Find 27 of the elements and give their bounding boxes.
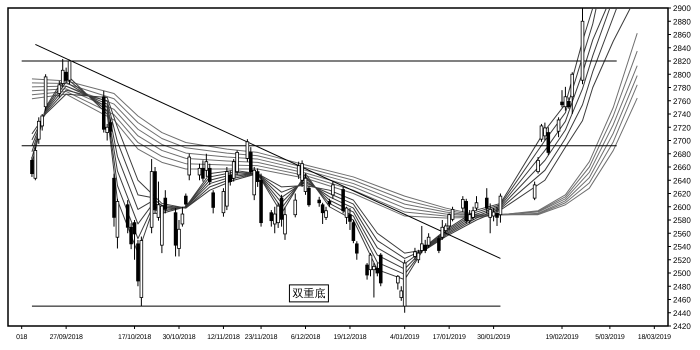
y-tick-label: 2740 bbox=[673, 110, 692, 119]
annotation: 双重底 bbox=[292, 286, 326, 300]
y-tick-label: 2780 bbox=[673, 84, 692, 92]
y-tick-label: 2800 bbox=[673, 70, 692, 80]
y-tick-label: 2720 bbox=[673, 123, 692, 132]
y-tick-label: 2460 bbox=[673, 296, 692, 304]
y-tick-label: 2900 bbox=[673, 4, 692, 13]
annotation: 双重底 bbox=[288, 284, 329, 302]
y-tick-label: 2540 bbox=[673, 242, 692, 252]
y-tick-label: 2840 bbox=[673, 44, 692, 53]
y-tick-label: 2420 bbox=[673, 322, 692, 331]
y-tick-label: 2820 bbox=[673, 57, 692, 66]
y-tick-label: 2860 bbox=[673, 30, 692, 40]
y-tick-label: 2520 bbox=[673, 256, 692, 265]
y-tick-label: 2880 bbox=[673, 17, 692, 26]
y-tick-label: 2700 bbox=[673, 136, 692, 146]
y-tick-label: 2560 bbox=[673, 229, 692, 238]
y-tick-label: 2680 bbox=[673, 150, 692, 159]
y-tick-label: 2440 bbox=[673, 308, 692, 318]
y-tick-label: 2760 bbox=[673, 96, 692, 106]
y-tick-label: 2580 bbox=[673, 216, 692, 225]
y-tick-label: 2500 bbox=[673, 269, 692, 278]
y-tick-label: 2640 bbox=[673, 176, 692, 186]
y-tick-label: 2620 bbox=[673, 190, 692, 198]
y-tick-label: 2600 bbox=[673, 202, 692, 212]
y-tick-label: 2480 bbox=[673, 282, 692, 292]
y-tick-label: 2660 bbox=[673, 163, 692, 172]
